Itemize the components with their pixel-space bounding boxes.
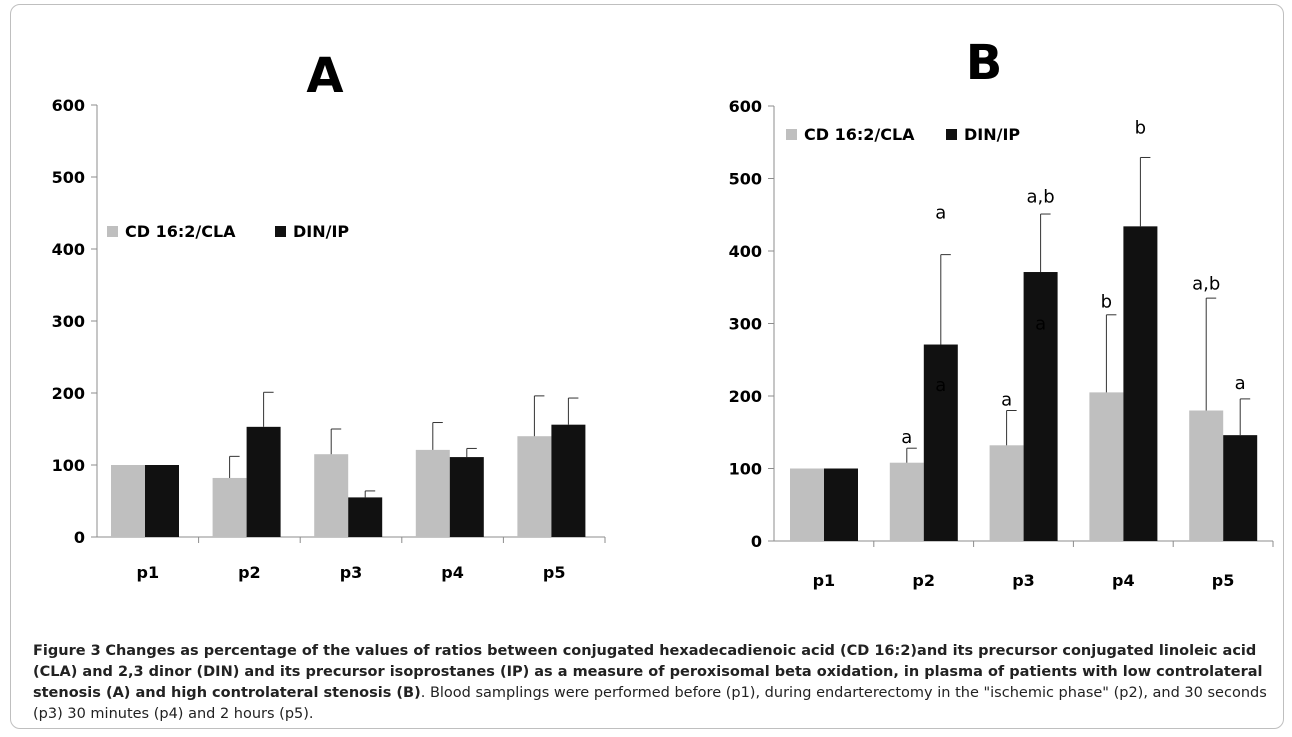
chart-1-annotation: b: [1135, 118, 1146, 139]
chart-1-x-tick-label: p4: [1112, 571, 1135, 590]
chart-0-panel-label: A: [306, 48, 343, 104]
chart-0-bar-cd-cla: [314, 454, 349, 537]
chart-1-bar-din-ip: [923, 344, 958, 541]
chart-0-legend-label: CD 16:2/CLA: [125, 222, 236, 241]
caption-body: . Blood samplings were performed before …: [33, 685, 1267, 722]
chart-1-y-tick-label: 600: [729, 97, 762, 116]
chart-0-x-tick-label: p5: [543, 563, 566, 582]
chart-1-annotation: a,b: [1027, 186, 1055, 207]
chart-0-y-tick-label: 400: [52, 240, 85, 259]
caption-title: Changes as percentage of the values of r…: [33, 643, 1263, 701]
chart-1-annotation: a: [935, 202, 946, 223]
charts-canvas: A 0 100 200 300 400 500 600 p1 p2 p3 p4 p5 CD 16:2/CL…: [52, 35, 1274, 590]
chart-1-bar-cd-cla: [1189, 410, 1224, 541]
caption-label: Figure 3: [33, 643, 101, 659]
chart-1-panel-label: B: [966, 35, 1003, 91]
chart-0-bar-din-ip: [449, 457, 484, 537]
chart-0-bar-din-ip: [246, 426, 281, 537]
chart-1-bar-cd-cla: [1089, 392, 1124, 541]
chart-1-y-tick-label: 200: [729, 387, 762, 406]
chart-1-y-tick-label: 100: [729, 460, 762, 479]
chart-0-y-tick-label: 0: [74, 528, 85, 547]
chart-0-legend-label: DIN/IP: [293, 222, 349, 241]
chart-1-bar-cd-cla: [889, 462, 924, 541]
chart-1-x-tick-label: p3: [1012, 571, 1035, 590]
chart-1-legend-swatch: [946, 129, 957, 140]
chart-1-legend-label: DIN/IP: [964, 125, 1020, 144]
chart-1-x-tick-label: p1: [813, 571, 836, 590]
chart-1-bar-din-ip: [1223, 435, 1258, 541]
chart-0-x-tick-label: p3: [340, 563, 363, 582]
chart-0-legend-swatch: [275, 226, 286, 237]
chart-1-annotation: a: [1035, 313, 1046, 334]
chart-1-y-tick-label: 500: [729, 170, 762, 189]
chart-1-x-tick-label: p5: [1212, 571, 1235, 590]
chart-0-bar-cd-cla: [212, 477, 247, 537]
chart-0-x-tick-label: p4: [441, 563, 464, 582]
chart-0-legend-swatch: [107, 226, 118, 237]
chart-1-annotation: b: [1101, 292, 1112, 313]
chart-0-bar-din-ip: [551, 424, 586, 537]
chart-1-annotation: a: [935, 375, 946, 396]
chart-0-y-tick-label: 200: [52, 384, 85, 403]
chart-1-y-tick-label: 400: [729, 242, 762, 261]
chart-1-annotation: a,b: [1192, 273, 1220, 294]
chart-0-y-tick-label: 500: [52, 168, 85, 187]
chart-0-bar-cd-cla: [415, 449, 450, 537]
chart-1-legend-swatch: [786, 129, 797, 140]
chart-0-bar-din-ip: [145, 465, 179, 537]
chart-1-y-tick-label: 300: [729, 315, 762, 334]
chart-0-y-tick-label: 300: [52, 312, 85, 331]
chart-1-y-tick-label: 0: [751, 532, 762, 551]
chart-1-x-tick-label: p2: [912, 571, 935, 590]
chart-0-bar-cd-cla: [517, 436, 552, 537]
chart-0-x-tick-label: p1: [137, 563, 160, 582]
chart-1-annotation: a: [1001, 389, 1012, 410]
chart-1-annotation: a: [1235, 373, 1246, 394]
chart-0-bar-din-ip: [348, 497, 383, 537]
chart-1-bar-din-ip: [1123, 226, 1158, 541]
chart-0-x-tick-label: p2: [238, 563, 261, 582]
chart-1-legend-label: CD 16:2/CLA: [804, 125, 915, 144]
chart-0-y-tick-label: 600: [52, 96, 85, 115]
chart-1-bar-din-ip: [824, 468, 858, 541]
chart-1-bar-cd-cla: [989, 445, 1024, 541]
chart-1-bar-din-ip: [1023, 272, 1058, 541]
chart-1-bar-cd-cla: [790, 468, 824, 541]
chart-1-annotation: a: [901, 427, 912, 448]
chart-0-y-tick-label: 100: [52, 456, 85, 475]
figure-frame: A 0 100 200 300 400 500 600 p1 p2 p3 p4 p5 CD 16:2/CL…: [10, 4, 1284, 729]
chart-0-bar-cd-cla: [111, 465, 145, 537]
figure-caption: Figure 3 Changes as percentage of the va…: [33, 641, 1273, 725]
